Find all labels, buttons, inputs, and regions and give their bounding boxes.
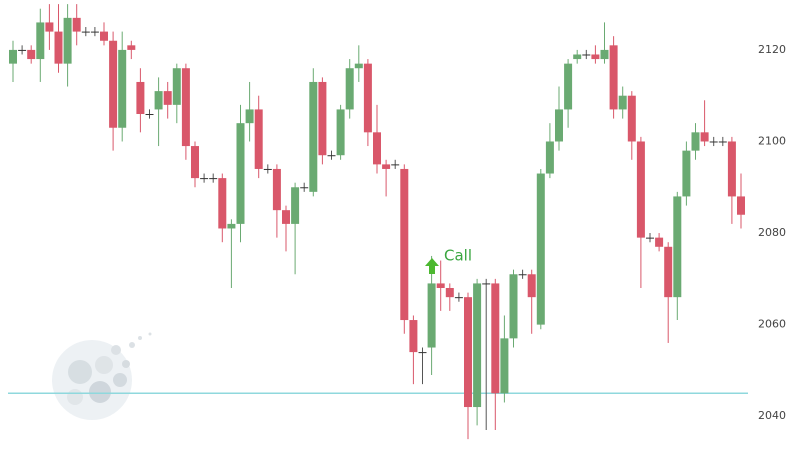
candle-body (18, 49, 27, 51)
candle-body (536, 173, 545, 325)
candle-body (181, 68, 190, 147)
candle-body (609, 45, 618, 110)
candle-body (72, 17, 81, 32)
y-tick-label: 2080 (758, 226, 786, 239)
candle-body (318, 81, 327, 156)
call-marker: Call (425, 247, 472, 274)
candle-body (300, 187, 309, 189)
candle-body (427, 283, 436, 348)
candle-body (418, 352, 427, 354)
candle-body (345, 68, 354, 110)
candle-body (473, 283, 482, 408)
candle-body (618, 95, 627, 110)
candle-body (154, 91, 163, 110)
candle-body (409, 320, 418, 353)
candle-body (263, 168, 272, 170)
annotation: Call (444, 247, 472, 265)
candle-body (100, 31, 108, 41)
candle-body (227, 223, 236, 229)
candle-body (254, 109, 263, 169)
candle-body (582, 54, 591, 56)
candle-body (382, 164, 391, 169)
candle-body (27, 49, 36, 60)
candle-body (145, 114, 154, 116)
candle-body (445, 287, 454, 298)
candle-body (200, 178, 209, 180)
candle-body (172, 68, 181, 105)
candle-body (600, 49, 609, 60)
candle-body (291, 187, 300, 224)
candle-body (509, 274, 518, 339)
candle-body (555, 109, 563, 142)
candle-body (45, 22, 54, 32)
candle-body (664, 246, 673, 298)
candle-body (564, 63, 573, 110)
candle-body (737, 196, 745, 215)
candle-body (727, 141, 736, 197)
candle-body (63, 17, 72, 64)
candle-body (682, 150, 691, 197)
candle-body (709, 141, 718, 143)
candle-body (391, 164, 400, 166)
candle-body (591, 54, 600, 60)
logo (52, 332, 152, 420)
candle-body (673, 196, 682, 298)
candle-body (236, 123, 245, 224)
y-tick-label: 2100 (758, 134, 786, 147)
candle-body (118, 49, 127, 128)
candle-body (191, 146, 199, 179)
candle-body (636, 141, 645, 238)
plot-area: 2040 2060 2080 2100 2120 (8, 4, 786, 440)
candle-body (545, 141, 554, 174)
candle-body (500, 338, 509, 394)
candle-body (309, 81, 318, 192)
candle-body (81, 31, 90, 33)
candle-body (436, 283, 445, 288)
candle-body (363, 63, 372, 133)
candle-body (491, 283, 500, 394)
candle-body (718, 141, 727, 143)
candle-body (373, 132, 381, 165)
candle-body (454, 297, 463, 299)
candle-body (700, 132, 709, 142)
candle-body (646, 237, 654, 239)
candle-body (518, 274, 527, 276)
candle-body (36, 22, 45, 60)
candle-body (327, 155, 336, 157)
candle-body (655, 237, 664, 247)
candle-body (245, 109, 254, 124)
candle-body (282, 210, 290, 224)
candle-body (464, 297, 472, 408)
candle-body (691, 132, 700, 151)
candle-body (209, 178, 218, 180)
candle-body (54, 31, 63, 64)
candle-body (218, 178, 227, 229)
y-tick-label: 2060 (758, 318, 786, 331)
candle-body (163, 91, 172, 105)
candle-body (109, 40, 118, 128)
y-tick-label: 2040 (758, 409, 786, 422)
candle-body (482, 283, 491, 285)
candle-body (336, 109, 345, 156)
candle-body (400, 168, 409, 321)
y-tick-label: 2120 (758, 43, 786, 56)
candle-body (127, 45, 136, 50)
candle-body (527, 274, 536, 298)
candle-body (627, 95, 636, 142)
candle-body (136, 81, 145, 115)
candle-body (272, 168, 281, 211)
candle-body (354, 63, 363, 69)
candle-body (9, 49, 17, 64)
candle-body (90, 31, 99, 33)
candle-body (573, 54, 582, 60)
